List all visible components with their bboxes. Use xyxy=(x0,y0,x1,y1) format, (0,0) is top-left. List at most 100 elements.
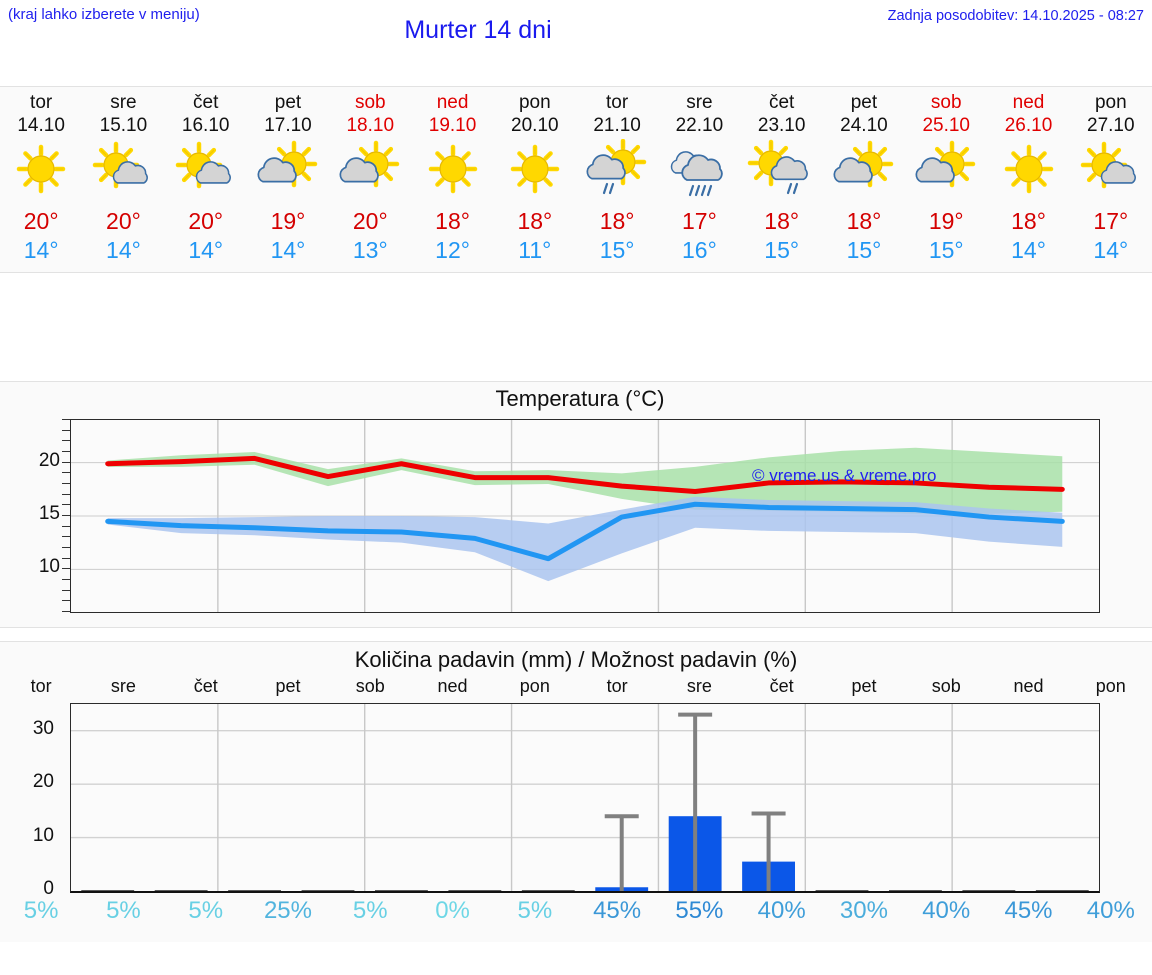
day-date: 27.10 xyxy=(1087,115,1135,136)
day-date: 19.10 xyxy=(428,115,477,136)
y-tick-mark xyxy=(62,515,71,516)
day-column[interactable]: sre 22.10 17° 16° xyxy=(658,87,740,272)
day-date: 18.10 xyxy=(346,115,395,136)
temp-min: 15° xyxy=(764,237,800,263)
precip-y-tick-label: 0 xyxy=(43,878,54,899)
y-tick-mark xyxy=(62,611,71,612)
day-column[interactable]: pet 17.10 19° 14° xyxy=(247,87,329,272)
temperature-line-chart xyxy=(71,420,1099,612)
day-column[interactable]: sre 15.10 20° 14° xyxy=(82,87,164,272)
day-column[interactable]: čet 23.10 18° 15° xyxy=(741,87,823,272)
y-tick-label: 20 xyxy=(38,449,60,471)
precip-day-label: tor xyxy=(606,676,628,696)
day-column[interactable]: sob 18.10 20° 13° xyxy=(329,87,411,272)
day-date: 22.10 xyxy=(675,115,724,136)
temp-max: 19° xyxy=(270,208,306,234)
precip-probability: 40% xyxy=(1086,897,1135,924)
day-of-week: ned xyxy=(1012,92,1045,113)
precip-probability: 45% xyxy=(1004,897,1053,924)
day-column[interactable]: tor 21.10 18° 15° xyxy=(576,87,658,272)
day-date: 26.10 xyxy=(1004,115,1053,136)
day-column[interactable]: sob 25.10 19° 15° xyxy=(905,87,987,272)
y-tick-mark xyxy=(62,547,71,548)
page-title: Murter 14 dni xyxy=(404,16,552,44)
day-column[interactable]: čet 16.10 20° 14° xyxy=(165,87,247,272)
day-date: 21.10 xyxy=(593,115,641,136)
temp-max: 20° xyxy=(188,208,224,234)
precip-probability: 55% xyxy=(675,897,724,924)
temp-max: 20° xyxy=(106,208,141,234)
temp-min: 14° xyxy=(188,237,224,263)
cloud-sun-icon xyxy=(249,139,327,201)
day-date: 20.10 xyxy=(511,115,559,136)
precip-day-label: pon xyxy=(519,676,550,696)
day-of-week: ned xyxy=(436,92,469,113)
day-of-week: pet xyxy=(850,92,878,113)
temp-min: 14° xyxy=(23,237,59,263)
day-column[interactable]: ned 26.10 18° 14° xyxy=(987,87,1069,272)
y-tick-label: 10 xyxy=(38,556,60,578)
day-column[interactable]: tor 14.10 20° 14° xyxy=(0,87,82,272)
precip-day-label: tor xyxy=(30,676,52,696)
y-tick-mark xyxy=(62,525,71,527)
precip-probability: 5% xyxy=(188,897,224,924)
day-of-week: čet xyxy=(768,92,795,113)
precip-day-label: sre xyxy=(686,676,712,696)
day-of-week: pon xyxy=(518,92,551,113)
precipitation-bar-chart xyxy=(71,704,1099,891)
y-tick-mark xyxy=(62,440,71,442)
y-tick-mark xyxy=(62,472,71,474)
temp-min: 15° xyxy=(928,237,964,263)
forecast-day-strip: tor 14.10 20° 14° sre 15.10 20° 14° čet 16.10 20… xyxy=(0,86,1152,273)
temp-min: 14° xyxy=(1011,237,1046,263)
day-column[interactable]: pet 24.10 18° 15° xyxy=(823,87,905,272)
day-of-week: pon xyxy=(1094,92,1127,113)
day-of-week: sob xyxy=(354,92,386,113)
day-of-week: sob xyxy=(930,92,962,113)
precip-y-tick-label: 10 xyxy=(32,824,54,846)
precip-probability: 25% xyxy=(263,897,312,924)
y-tick-mark xyxy=(62,429,71,431)
temp-max: 18° xyxy=(846,208,882,234)
precip-day-label: sob xyxy=(355,676,385,696)
temp-min: 16° xyxy=(682,237,717,263)
temp-min: 14° xyxy=(1093,237,1129,263)
last-updated: Zadnja posodobitev: 14.10.2025 - 08:27 xyxy=(887,8,1144,24)
temp-min: 13° xyxy=(352,237,388,263)
precip-day-label: pon xyxy=(1095,676,1126,696)
cloud-sun-rain-icon xyxy=(578,139,656,201)
temp-max: 20° xyxy=(352,208,388,234)
precip-y-tick-label: 20 xyxy=(32,771,54,793)
temp-max: 18° xyxy=(435,208,470,234)
sun-icon xyxy=(990,139,1068,201)
temp-max: 18° xyxy=(599,208,635,234)
sun-icon xyxy=(2,139,80,201)
day-date: 25.10 xyxy=(922,115,970,136)
day-column[interactable]: pon 27.10 17° 14° xyxy=(1070,87,1152,272)
precip-probability: 5% xyxy=(23,897,59,924)
day-column[interactable]: ned 19.10 18° 12° xyxy=(411,87,493,272)
y-tick-mark xyxy=(62,493,71,495)
day-date: 24.10 xyxy=(840,115,888,136)
y-tick-mark xyxy=(62,579,71,580)
precip-day-label: sob xyxy=(931,676,961,696)
y-tick-mark xyxy=(62,557,71,559)
cloud-sun-icon xyxy=(825,139,903,201)
temp-max: 18° xyxy=(517,208,553,234)
precip-day-label: ned xyxy=(437,676,468,696)
precip-day-label: ned xyxy=(1013,676,1044,696)
temperature-panel: Temperatura (°C) 10 15 20 xyxy=(0,381,1152,628)
day-column[interactable]: pon 20.10 18° 11° xyxy=(494,87,576,272)
temp-min: 11° xyxy=(518,237,552,263)
temp-max: 20° xyxy=(23,208,59,234)
precipitation-chart-title: Količina padavin (mm) / Možnost padavin … xyxy=(354,647,798,672)
day-of-week: sre xyxy=(686,92,713,113)
precip-day-label: čet xyxy=(769,676,794,696)
precip-probability: 45% xyxy=(593,897,642,924)
day-date: 14.10 xyxy=(17,115,65,136)
precip-probability: 40% xyxy=(922,897,971,924)
y-tick-mark xyxy=(62,419,71,420)
temp-min: 12° xyxy=(435,237,470,263)
y-tick-mark xyxy=(62,589,71,591)
y-tick-label: 15 xyxy=(38,503,60,524)
